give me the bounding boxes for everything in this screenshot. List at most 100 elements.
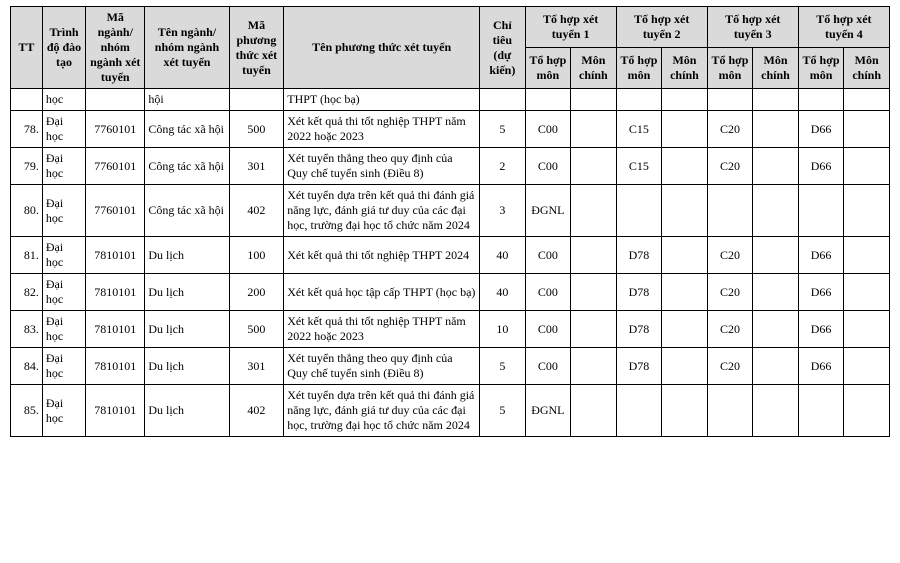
cell-trinh: Đại học <box>42 385 85 437</box>
cell-th2: C15 <box>616 111 662 148</box>
cell-phuong: Xét tuyển thẳng theo quy định của Quy ch… <box>284 348 480 385</box>
cell-mc2 <box>662 237 708 274</box>
cell-ten: hội <box>145 89 229 111</box>
cell-mc3 <box>753 348 799 385</box>
cell-th2: D78 <box>616 274 662 311</box>
cell-th3: C20 <box>707 111 753 148</box>
cell-mc3 <box>753 185 799 237</box>
cell-th2: D78 <box>616 237 662 274</box>
cell-th2: D78 <box>616 311 662 348</box>
cell-trinh: Đại học <box>42 237 85 274</box>
cell-ma: 7810101 <box>86 274 145 311</box>
col-group-2: Tổ hợp xét tuyển 2 <box>616 7 707 48</box>
cell-ten: Công tác xã hội <box>145 185 229 237</box>
cell-th3: C20 <box>707 237 753 274</box>
col-group-1: Tổ hợp xét tuyển 1 <box>525 7 616 48</box>
cell-th3 <box>707 385 753 437</box>
cell-trinh: Đại học <box>42 274 85 311</box>
cell-th3: C20 <box>707 148 753 185</box>
cell-mc1 <box>571 311 617 348</box>
cell-mc2 <box>662 311 708 348</box>
cell-th4: D66 <box>798 237 844 274</box>
col-mon-4: Môn chính <box>844 48 890 89</box>
cell-trinh: Đại học <box>42 348 85 385</box>
cell-mc1 <box>571 348 617 385</box>
cell-ma: 7760101 <box>86 185 145 237</box>
cell-th1: C00 <box>525 111 571 148</box>
cell-phuong: Xét kết quả thi tốt nghiệp THPT năm 2022… <box>284 111 480 148</box>
cell-ten: Du lịch <box>145 274 229 311</box>
cell-ten: Du lịch <box>145 348 229 385</box>
cell-ten: Công tác xã hội <box>145 111 229 148</box>
cell-tt: 82. <box>11 274 43 311</box>
col-mon-2: Môn chính <box>662 48 708 89</box>
table-row: 85.Đại học7810101Du lịch402Xét tuyển dựa… <box>11 385 890 437</box>
col-tohop-4: Tổ hợp môn <box>798 48 844 89</box>
cell-phuong: THPT (học bạ) <box>284 89 480 111</box>
cell-tt <box>11 89 43 111</box>
cell-mc4 <box>844 385 890 437</box>
cell-chi: 5 <box>480 385 526 437</box>
cell-mc2 <box>662 89 708 111</box>
col-tohop-1: Tổ hợp môn <box>525 48 571 89</box>
cell-mc1 <box>571 185 617 237</box>
cell-mc2 <box>662 385 708 437</box>
cell-chi: 5 <box>480 111 526 148</box>
table-row: 84.Đại học7810101Du lịch301Xét tuyển thẳ… <box>11 348 890 385</box>
table-row: 82.Đại học7810101Du lịch200Xét kết quả h… <box>11 274 890 311</box>
cell-tt: 85. <box>11 385 43 437</box>
cell-th1: ĐGNL <box>525 385 571 437</box>
table-row: 83.Đại học7810101Du lịch500Xét kết quả t… <box>11 311 890 348</box>
col-ma-nganh: Mã ngành/ nhóm ngành xét tuyển <box>86 7 145 89</box>
cell-tt: 78. <box>11 111 43 148</box>
cell-th1: C00 <box>525 311 571 348</box>
cell-ten: Du lịch <box>145 311 229 348</box>
col-mon-1: Môn chính <box>571 48 617 89</box>
col-tohop-3: Tổ hợp môn <box>707 48 753 89</box>
cell-th4 <box>798 185 844 237</box>
cell-ma <box>86 89 145 111</box>
cell-mc4 <box>844 148 890 185</box>
cell-phuong: Xét tuyển thẳng theo quy định của Quy ch… <box>284 148 480 185</box>
cell-th2 <box>616 185 662 237</box>
cell-th1: ĐGNL <box>525 185 571 237</box>
cell-th4: D66 <box>798 348 844 385</box>
cell-mc3 <box>753 311 799 348</box>
cell-trinh: Đại học <box>42 148 85 185</box>
cell-ma: 7760101 <box>86 148 145 185</box>
col-group-4: Tổ hợp xét tuyển 4 <box>798 7 889 48</box>
cell-ma: 7810101 <box>86 348 145 385</box>
col-tohop-2: Tổ hợp môn <box>616 48 662 89</box>
cell-maphuong: 301 <box>229 348 284 385</box>
cell-chi: 2 <box>480 148 526 185</box>
cell-maphuong: 301 <box>229 148 284 185</box>
cell-mc2 <box>662 148 708 185</box>
cell-mc3 <box>753 237 799 274</box>
cell-th4: D66 <box>798 274 844 311</box>
cell-mc1 <box>571 111 617 148</box>
table-row: họchộiTHPT (học bạ) <box>11 89 890 111</box>
cell-mc4 <box>844 311 890 348</box>
cell-mc3 <box>753 385 799 437</box>
cell-ma: 7810101 <box>86 311 145 348</box>
cell-th2 <box>616 385 662 437</box>
cell-th3: C20 <box>707 311 753 348</box>
cell-tt: 83. <box>11 311 43 348</box>
cell-th2: C15 <box>616 148 662 185</box>
cell-ma: 7810101 <box>86 237 145 274</box>
table-body: họchộiTHPT (học bạ)78.Đại học7760101Công… <box>11 89 890 437</box>
col-trinh-do: Trình độ đào tạo <box>42 7 85 89</box>
cell-th3 <box>707 185 753 237</box>
cell-tt: 79. <box>11 148 43 185</box>
cell-th4 <box>798 385 844 437</box>
cell-mc4 <box>844 348 890 385</box>
cell-th4: D66 <box>798 111 844 148</box>
cell-mc1 <box>571 274 617 311</box>
cell-mc2 <box>662 348 708 385</box>
cell-mc4 <box>844 111 890 148</box>
cell-chi: 40 <box>480 237 526 274</box>
cell-mc3 <box>753 148 799 185</box>
cell-chi: 40 <box>480 274 526 311</box>
cell-phuong: Xét tuyển dựa trên kết quả thi đánh giá … <box>284 385 480 437</box>
cell-mc4 <box>844 274 890 311</box>
